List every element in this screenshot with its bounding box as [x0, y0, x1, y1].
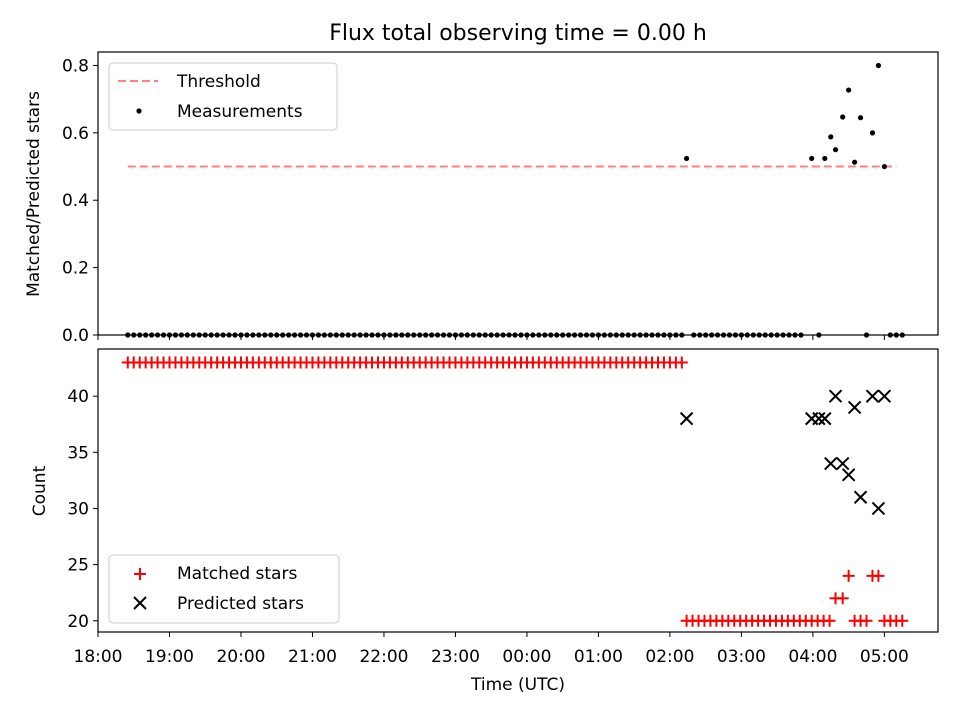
- predicted-stars-point: [679, 411, 694, 426]
- y-tick-label: 30: [67, 499, 89, 519]
- x-tick-label: 22:00: [359, 647, 408, 667]
- measurement-point: [875, 62, 882, 69]
- matched-stars-point: [675, 356, 688, 369]
- y-tick-label: 35: [67, 443, 89, 463]
- legend-measurements-marker: [136, 108, 142, 114]
- measurement-point: [881, 163, 887, 170]
- matched-stars-point: [860, 614, 873, 627]
- figure-title: Flux total observing time = 0.00 h: [329, 21, 707, 46]
- bottom-plot-xlabel: Time (UTC): [470, 675, 565, 695]
- y-tick-label: 0.0: [62, 326, 89, 346]
- x-tick-label: 03:00: [717, 647, 766, 667]
- top-plot-frame: [97, 51, 939, 336]
- predicted-stars-point: [871, 501, 886, 516]
- measurement-point: [857, 115, 864, 121]
- legend-matched-marker: [134, 568, 146, 580]
- legend-measurements-label: Measurements: [177, 102, 303, 122]
- matched-stars-point: [842, 569, 855, 582]
- y-tick-label: 0.4: [62, 191, 89, 211]
- measurement-point: [822, 155, 828, 162]
- predicted-stars-point: [853, 490, 868, 504]
- bottom-plot-ticks: 18:00 19:00 20:00 21:00 22:00 23:00 00:00 01:00…: [67, 387, 909, 667]
- predicted-stars-point: [847, 400, 862, 415]
- matched-stars-point: [872, 569, 885, 582]
- top-plot-marks: [125, 62, 905, 338]
- x-tick-label: 23:00: [431, 647, 480, 667]
- x-tick-label: 05:00: [860, 647, 909, 667]
- y-tick-label: 40: [67, 387, 89, 407]
- x-tick-label: 21:00: [288, 647, 337, 667]
- predicted-stars-point: [824, 456, 838, 471]
- measurement-point: [840, 114, 846, 120]
- y-tick-label: 25: [67, 556, 89, 576]
- predicted-stars-point: [818, 411, 832, 426]
- legend-threshold-label: Threshold: [176, 72, 261, 92]
- x-tick-label: 18:00: [74, 647, 123, 667]
- predicted-stars-point: [835, 456, 850, 471]
- bottom-legend: Matched stars Predicted stars: [108, 554, 340, 624]
- x-tick-label: 01:00: [574, 647, 623, 667]
- predicted-stars-point: [865, 389, 880, 403]
- bottom-plot-frame: [97, 348, 939, 633]
- predicted-stars-point: [877, 389, 892, 403]
- matched-stars-point: [836, 592, 849, 605]
- top-legend: Threshold Measurements: [108, 62, 338, 131]
- predicted-stars-point: [828, 389, 843, 403]
- bottom-plot-marks: [121, 356, 909, 627]
- top-plot: 0.00.20.40.60.8 Matched/Predicted stars …: [24, 51, 939, 346]
- measurement-point: [809, 155, 815, 162]
- legend-matched-label: Matched stars: [177, 564, 297, 584]
- y-tick-label: 20: [67, 612, 89, 632]
- bottom-legend-box: [108, 554, 340, 624]
- x-tick-label: 02:00: [645, 647, 694, 667]
- top-legend-box: [108, 62, 338, 131]
- top-plot-ylabel: Matched/Predicted stars: [24, 91, 44, 297]
- predicted-stars-point: [812, 411, 826, 426]
- x-tick-label: 04:00: [788, 647, 837, 667]
- bottom-plot-ylabel: Count: [30, 465, 50, 516]
- matched-stars-point: [823, 614, 836, 627]
- x-tick-label: 00:00: [502, 647, 551, 667]
- measurement-point: [683, 155, 690, 162]
- measurement-point: [869, 130, 876, 136]
- y-tick-label: 0.8: [62, 56, 89, 76]
- measurement-point: [828, 134, 834, 140]
- measurement-point: [851, 159, 858, 165]
- x-tick-label: 20:00: [216, 647, 265, 667]
- x-tick-label: 19:00: [145, 647, 194, 667]
- y-tick-label: 0.6: [62, 124, 89, 144]
- matched-stars-point: [896, 614, 909, 627]
- bottom-plot: 18:00 19:00 20:00 21:00 22:00 23:00 00:00 01:00…: [30, 348, 939, 695]
- y-tick-label: 0.2: [62, 259, 89, 279]
- legend-predicted-label: Predicted stars: [177, 594, 304, 614]
- measurement-point: [832, 147, 839, 153]
- measurement-point: [846, 87, 852, 93]
- legend-predicted-marker: [133, 596, 147, 610]
- predicted-stars-point: [841, 468, 856, 482]
- top-plot-ticks: 0.0 0.2 0.4 0.6 0.8: [62, 56, 885, 346]
